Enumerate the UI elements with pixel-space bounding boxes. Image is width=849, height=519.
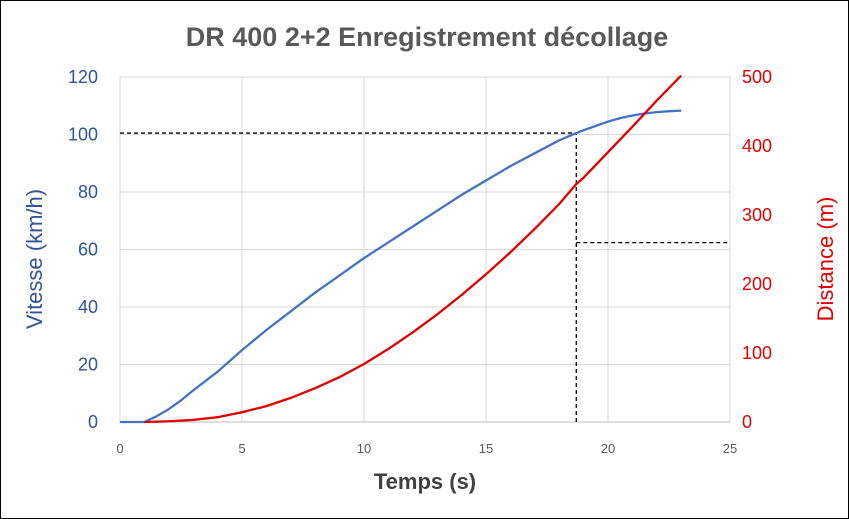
y-tick-label-left: 120 — [68, 67, 98, 87]
y-tick-label-left: 20 — [78, 355, 98, 375]
chart-title: DR 400 2+2 Enregistrement décollage — [186, 22, 668, 52]
distance-series-line — [144, 74, 683, 424]
y-tick-label-right: 500 — [742, 67, 772, 87]
y-tick-label-left: 100 — [68, 125, 98, 145]
x-axis-label: Temps (s) — [374, 469, 476, 494]
y-tick-label-right: 100 — [742, 343, 772, 363]
y-tick-label-left: 60 — [78, 240, 98, 260]
y-tick-label-right: 300 — [742, 205, 772, 225]
y-tick-label-left: 80 — [78, 182, 98, 202]
y-tick-label-right: 400 — [742, 136, 772, 156]
grid — [119, 76, 731, 423]
x-tick-label: 10 — [357, 441, 371, 456]
y-axis-label-left: Vitesse (km/h) — [22, 189, 47, 329]
y-tick-label-right: 0 — [742, 412, 752, 432]
x-tick-label: 25 — [723, 441, 737, 456]
tick-labels: 0 20 40 60 80 100 120 0 100 200 300 400 500 0 5 10 15 20 2… — [68, 67, 772, 456]
series-lines — [120, 74, 683, 424]
x-tick-label: 20 — [601, 441, 615, 456]
annotation-lines — [120, 132, 730, 422]
y-tick-label-right: 200 — [742, 274, 772, 294]
speed-series-line — [120, 109, 682, 424]
y-axis-label-right: Distance (m) — [813, 197, 838, 322]
y-tick-label-left: 40 — [78, 297, 98, 317]
x-tick-label: 15 — [479, 441, 493, 456]
x-tick-label: 5 — [238, 441, 245, 456]
y-tick-label-left: 0 — [88, 412, 98, 432]
x-tick-label: 0 — [116, 441, 123, 456]
